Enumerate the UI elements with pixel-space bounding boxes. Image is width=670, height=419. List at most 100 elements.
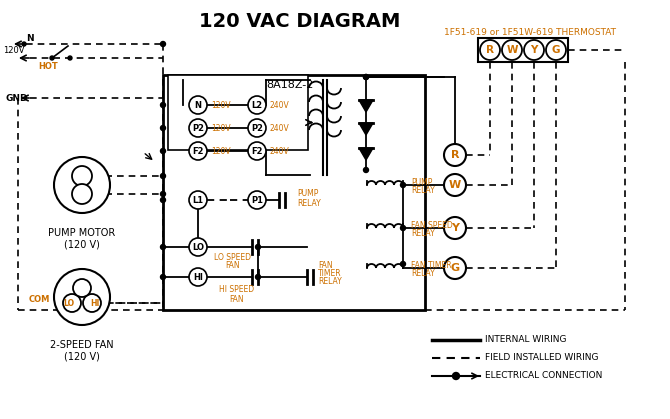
Text: Y: Y (531, 45, 538, 55)
Circle shape (68, 56, 72, 60)
Circle shape (54, 157, 110, 213)
Text: 120 VAC DIAGRAM: 120 VAC DIAGRAM (199, 12, 401, 31)
Circle shape (161, 191, 165, 197)
Text: 240V: 240V (270, 124, 289, 132)
Circle shape (255, 274, 261, 279)
Circle shape (444, 217, 466, 239)
Circle shape (248, 96, 266, 114)
Text: 8A18Z-2: 8A18Z-2 (266, 80, 314, 90)
Circle shape (189, 191, 207, 209)
Text: PUMP: PUMP (297, 189, 318, 197)
Text: RELAY: RELAY (411, 186, 435, 194)
Text: L1: L1 (192, 196, 204, 204)
Text: PUMP MOTOR
(120 V): PUMP MOTOR (120 V) (48, 228, 116, 250)
Circle shape (401, 261, 405, 266)
Text: HOT: HOT (38, 62, 58, 70)
Polygon shape (359, 123, 373, 135)
Circle shape (54, 269, 110, 325)
Text: FAN SPEED: FAN SPEED (411, 220, 453, 230)
Text: RELAY: RELAY (411, 269, 435, 277)
Circle shape (22, 42, 26, 46)
Text: 240V: 240V (270, 101, 289, 109)
Text: FAN: FAN (230, 295, 245, 303)
Text: RELAY: RELAY (297, 199, 321, 207)
Circle shape (161, 148, 165, 153)
Text: 240V: 240V (270, 147, 289, 155)
Circle shape (248, 191, 266, 209)
Text: R: R (486, 45, 494, 55)
Circle shape (189, 142, 207, 160)
Text: GND: GND (5, 93, 27, 103)
Circle shape (161, 245, 165, 249)
Circle shape (50, 56, 54, 60)
Text: 120V: 120V (211, 147, 230, 155)
Text: P1: P1 (251, 196, 263, 204)
Text: ELECTRICAL CONNECTION: ELECTRICAL CONNECTION (485, 372, 602, 380)
Text: 1F51-619 or 1F51W-619 THERMOSTAT: 1F51-619 or 1F51W-619 THERMOSTAT (444, 28, 616, 36)
Circle shape (444, 144, 466, 166)
Text: LO SPEED: LO SPEED (214, 253, 251, 261)
Circle shape (189, 238, 207, 256)
Circle shape (72, 184, 92, 204)
Text: LO: LO (192, 243, 204, 251)
Circle shape (444, 257, 466, 279)
Circle shape (161, 173, 165, 178)
Text: FIELD INSTALLED WIRING: FIELD INSTALLED WIRING (485, 354, 598, 362)
Text: R: R (451, 150, 459, 160)
Text: RELAY: RELAY (318, 277, 342, 285)
Circle shape (401, 225, 405, 230)
Text: COM: COM (29, 295, 50, 303)
Text: RELAY: RELAY (411, 228, 435, 238)
Circle shape (189, 119, 207, 137)
Text: FAN: FAN (226, 261, 241, 271)
Circle shape (72, 166, 92, 186)
Text: L2: L2 (251, 101, 263, 109)
Text: 120V: 120V (211, 124, 230, 132)
Text: TIMER: TIMER (318, 269, 342, 277)
Circle shape (546, 40, 566, 60)
Circle shape (364, 75, 368, 80)
Text: LO: LO (64, 298, 74, 308)
Circle shape (161, 274, 165, 279)
Circle shape (248, 119, 266, 137)
Polygon shape (359, 148, 373, 160)
Text: 120V: 120V (3, 46, 25, 54)
Circle shape (255, 245, 261, 249)
Circle shape (364, 75, 368, 80)
Text: HI: HI (90, 298, 100, 308)
Text: INTERNAL WIRING: INTERNAL WIRING (485, 336, 567, 344)
Bar (163, 75, 425, 310)
Circle shape (524, 40, 544, 60)
Text: N: N (194, 101, 202, 109)
Text: P2: P2 (192, 124, 204, 132)
Text: 2-SPEED FAN
(120 V): 2-SPEED FAN (120 V) (50, 340, 114, 362)
Circle shape (161, 41, 165, 47)
Circle shape (248, 142, 266, 160)
Text: HI SPEED: HI SPEED (220, 285, 255, 295)
Text: FAN TIMER: FAN TIMER (411, 261, 452, 269)
Circle shape (502, 40, 522, 60)
Circle shape (83, 294, 101, 312)
Circle shape (73, 279, 91, 297)
Text: G: G (552, 45, 560, 55)
Circle shape (161, 126, 165, 130)
Circle shape (161, 103, 165, 108)
Polygon shape (359, 100, 373, 112)
Text: G: G (450, 263, 460, 273)
Circle shape (161, 197, 165, 202)
Circle shape (480, 40, 500, 60)
Text: HI: HI (193, 272, 203, 282)
Text: W: W (449, 180, 461, 190)
Bar (168, 75, 308, 150)
Circle shape (364, 168, 368, 173)
Text: N: N (26, 34, 34, 42)
Text: PUMP: PUMP (411, 178, 432, 186)
Circle shape (444, 174, 466, 196)
Text: W: W (507, 45, 518, 55)
Text: Y: Y (451, 223, 459, 233)
Bar (478, 38, 568, 62)
Circle shape (401, 183, 405, 187)
Text: F2: F2 (192, 147, 204, 155)
Circle shape (452, 372, 460, 380)
Text: P2: P2 (251, 124, 263, 132)
